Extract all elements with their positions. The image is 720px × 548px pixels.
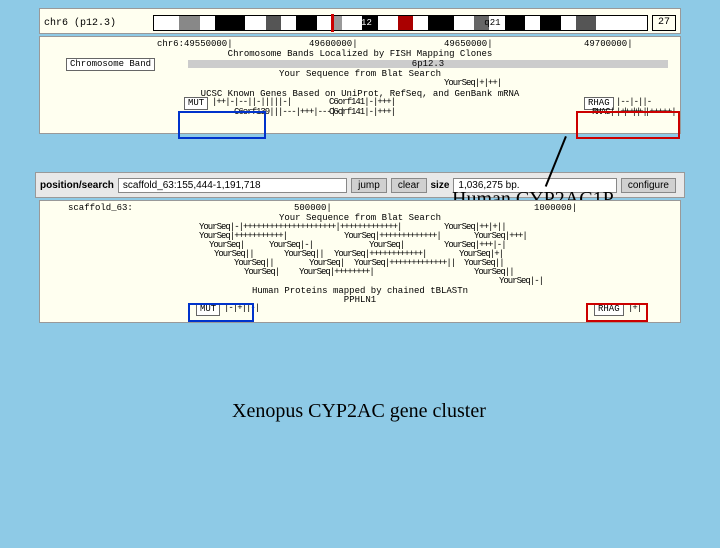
band-bar: 6p12.3: [188, 60, 668, 68]
ideogram-label: chr6 (p12.3): [44, 18, 153, 29]
position-input[interactable]: scaffold_63:155,444-1,191,718: [118, 178, 347, 193]
yourseq-rows: YourSeq|-|+++++++++++++++++++++|++++++++…: [44, 223, 676, 286]
panel-human-tracks: chr6: 49550000|49600000|49650000|4970000…: [39, 36, 681, 134]
clear-button[interactable]: clear: [391, 178, 427, 193]
mut-feature: |++|-|--||-|||||-|: [212, 97, 291, 107]
size-label: size: [431, 180, 450, 191]
blat-title: Your Sequence from Blat Search: [44, 69, 676, 79]
position-label: position/search: [40, 180, 114, 191]
chromosome-ideogram: 1213q21: [153, 15, 648, 31]
band-row: Chromosome Band 6p12.3: [44, 59, 676, 69]
yourseq-row: YourSeq|YourSeq|++++++++|YourSeq||: [44, 268, 676, 277]
ideogram-row: chr6 (p12.3) 1213q21 27: [40, 9, 680, 37]
highlight-rhag: [576, 111, 680, 139]
pphln1-label: PPHLN1: [44, 295, 676, 304]
yourseq-row: YourSeq|-|: [44, 277, 676, 286]
xenopus-cyp-label: Xenopus CYP2AC gene cluster: [232, 400, 486, 423]
configure-button[interactable]: configure: [621, 178, 676, 193]
jump-button[interactable]: jump: [351, 178, 387, 193]
track-area-xenopus: scaffold_63: 500000|1000000| Your Sequen…: [40, 201, 680, 322]
panel-xenopus-tracks: scaffold_63: 500000|1000000| Your Sequen…: [39, 200, 681, 323]
c6orf141-label-2: C6orf141|-|+++|: [329, 107, 395, 117]
panel-human-ideogram: chr6 (p12.3) 1213q21 27: [39, 8, 681, 34]
proteins-title: Human Proteins mapped by chained tBLASTn: [44, 286, 676, 295]
track-area-human: chr6: 49550000|49600000|49650000|4970000…: [40, 37, 680, 133]
chr-label: chr6:: [44, 39, 188, 49]
yourseq-label: YourSeq|+|++|: [444, 78, 501, 88]
protein-row: MUT |-|+||-| RHAG |+|: [44, 304, 676, 314]
ruler-line-2: scaffold_63: 500000|1000000|: [44, 203, 676, 213]
c6orf141-label: C6orf141|-|+++|: [329, 97, 395, 107]
highlight-rhag-2: [586, 303, 648, 322]
ruler-line: chr6: 49550000|49600000|49650000|4970000…: [44, 39, 676, 49]
band-value: 6p12.3: [412, 59, 444, 69]
highlight-mut-2: [188, 303, 254, 322]
yourseq-row: YourSeq|+|++|: [44, 79, 676, 89]
ideogram-end-box: 27: [652, 15, 676, 31]
yourseq-row: YourSeq|+++++++++++|YourSeq|++++++++++++…: [44, 232, 676, 241]
highlight-mut: [178, 111, 266, 139]
